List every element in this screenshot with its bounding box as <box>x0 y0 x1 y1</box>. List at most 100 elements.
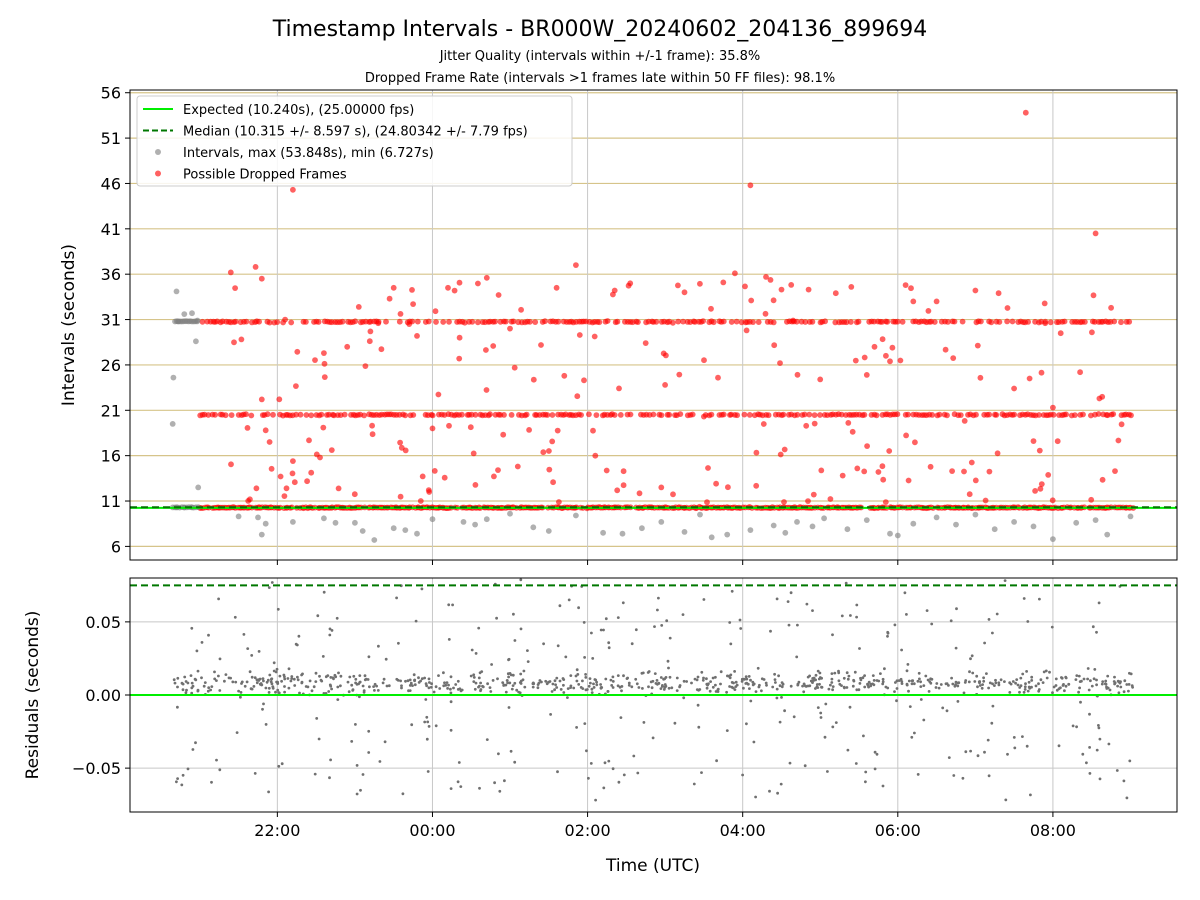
residual-point <box>994 678 997 682</box>
residual-point <box>1088 746 1091 749</box>
residual-point <box>866 682 869 686</box>
residual-point <box>231 680 235 684</box>
residual-point <box>895 687 899 690</box>
residual-point <box>1003 680 1006 683</box>
dropped-frame-point <box>743 327 750 334</box>
residual-point <box>1008 681 1012 685</box>
residual-point <box>290 677 294 680</box>
residual-point <box>540 680 543 684</box>
residual-point <box>752 682 756 686</box>
residual-point <box>1098 737 1102 741</box>
residual-point <box>742 677 745 681</box>
residual-point <box>859 676 862 680</box>
residual-point <box>991 631 994 635</box>
residual-point <box>191 684 195 688</box>
residual-point <box>190 691 194 695</box>
interval-point <box>972 511 979 518</box>
residual-point <box>957 681 961 685</box>
dropped-frame-point <box>410 412 417 418</box>
interval-point <box>170 374 177 381</box>
residual-point <box>851 684 855 688</box>
residual-point <box>526 660 530 663</box>
residual-point <box>264 686 268 690</box>
residual-point <box>886 634 889 638</box>
residual-point <box>826 770 829 773</box>
dropped-frame-point <box>243 411 249 418</box>
residual-point <box>945 709 949 713</box>
residual-point <box>267 586 271 589</box>
dropped-frame-point <box>228 412 235 418</box>
residual-point <box>910 682 914 686</box>
residual-point <box>775 696 779 700</box>
dropped-frame-point <box>1108 304 1114 311</box>
residual-point <box>210 685 214 688</box>
dropped-frame-point <box>308 412 315 419</box>
residual-point <box>554 683 557 687</box>
residual-point <box>449 728 453 732</box>
dropped-frame-point <box>801 411 808 418</box>
dropped-frame-point <box>912 439 918 446</box>
residual-point <box>1104 682 1108 686</box>
residual-point <box>420 677 424 681</box>
residual-point <box>641 687 644 690</box>
residual-point <box>509 673 513 677</box>
residual-point <box>922 718 926 722</box>
dropped-frame-point <box>871 343 878 350</box>
residual-point <box>296 678 300 682</box>
residual-point <box>968 670 971 674</box>
dropped-frame-point <box>277 473 284 480</box>
dropped-frame-point <box>974 342 981 349</box>
dropped-frame-point <box>1036 447 1043 454</box>
residual-point <box>987 686 990 690</box>
dropped-frame-point <box>467 424 474 431</box>
dropped-frame-point <box>555 318 562 325</box>
interval-point <box>821 515 827 522</box>
dropped-frame-point <box>873 412 880 419</box>
residual-point <box>587 684 591 688</box>
dropped-frame-point <box>936 411 943 418</box>
residual-point <box>651 736 655 740</box>
dropped-frame-point <box>770 319 777 326</box>
dropped-frame-point <box>1011 385 1017 392</box>
residual-point <box>423 720 427 724</box>
residual-point <box>172 678 176 682</box>
dropped-frame-point <box>1099 476 1106 483</box>
residual-point <box>830 672 834 675</box>
residual-point <box>367 729 371 733</box>
dropped-frame-point <box>720 318 727 325</box>
dropped-frame-point <box>617 412 624 418</box>
residual-point <box>745 722 748 726</box>
residual-point <box>262 702 265 706</box>
dropped-frame-point <box>700 318 706 324</box>
interval-point <box>619 530 626 537</box>
residual-point <box>566 687 570 690</box>
residual-point <box>337 671 340 675</box>
residual-point <box>728 685 731 688</box>
dropped-frame-point <box>927 463 934 470</box>
residual-point <box>472 673 476 677</box>
residual-point <box>375 684 378 688</box>
residual-point <box>1125 683 1129 686</box>
residual-point <box>313 772 317 776</box>
dropped-frame-point <box>864 443 870 449</box>
dropped-frame-point <box>658 484 665 491</box>
residual-point <box>697 688 700 692</box>
residual-point <box>449 700 453 704</box>
intervals-y-tick-label: 51 <box>101 129 121 148</box>
dropped-frame-point <box>586 411 592 418</box>
dropped-frame-point <box>369 422 375 429</box>
residuals-y-label: Residuals (seconds) <box>23 611 43 780</box>
residual-point <box>786 600 790 603</box>
residual-point <box>400 686 403 690</box>
dropped-frame-point <box>352 318 359 325</box>
residual-point <box>894 681 897 684</box>
residual-point <box>1085 761 1088 765</box>
residual-point <box>1045 676 1049 680</box>
dropped-frame-point <box>440 319 447 325</box>
chart-title: Timestamp Intervals - BR000W_20240602_20… <box>272 17 928 42</box>
residual-point <box>242 633 246 636</box>
residual-point <box>752 740 756 744</box>
residual-point <box>556 644 560 648</box>
residual-point <box>381 681 385 685</box>
residual-point <box>930 622 934 626</box>
